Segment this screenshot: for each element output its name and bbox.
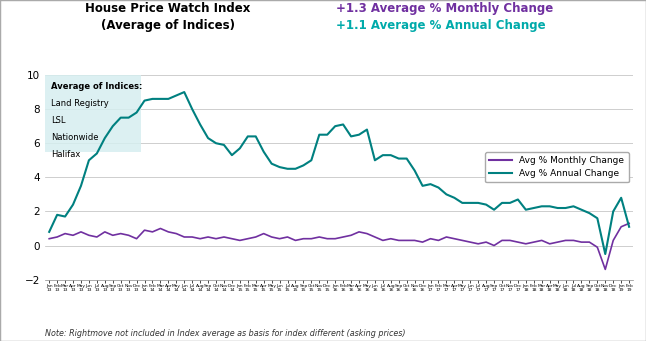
Text: Note: Rightmove not included in Index average as basis for index different (aski: Note: Rightmove not included in Index av… — [45, 329, 406, 338]
Text: LSL: LSL — [51, 116, 65, 125]
Text: +1.1 Average % Annual Change: +1.1 Average % Annual Change — [336, 19, 545, 32]
Text: Land Registry: Land Registry — [51, 99, 109, 108]
Bar — [45, 75, 141, 152]
Text: Halifax: Halifax — [51, 150, 80, 159]
Legend: Avg % Monthly Change, Avg % Annual Change: Avg % Monthly Change, Avg % Annual Chang… — [484, 152, 629, 182]
Text: Nationwide: Nationwide — [51, 133, 98, 142]
Text: +1.3 Average % Monthly Change: +1.3 Average % Monthly Change — [336, 2, 553, 15]
Text: House Price Watch Index
(Average of Indices): House Price Watch Index (Average of Indi… — [85, 2, 251, 32]
Text: Average of Indices:: Average of Indices: — [51, 82, 142, 91]
